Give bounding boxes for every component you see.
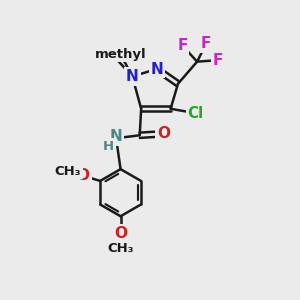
Text: methyl: methyl (95, 48, 146, 61)
Text: F: F (177, 38, 188, 53)
Text: O: O (77, 168, 90, 183)
Text: O: O (114, 226, 127, 241)
Text: H: H (103, 140, 114, 153)
Text: CH₃: CH₃ (55, 165, 81, 178)
Text: O: O (157, 126, 170, 141)
Text: N: N (126, 69, 139, 84)
Text: F: F (212, 53, 223, 68)
Text: F: F (201, 37, 211, 52)
Text: N: N (110, 129, 122, 144)
Text: N: N (150, 61, 163, 76)
Text: CH₃: CH₃ (107, 242, 134, 255)
Text: Cl: Cl (188, 106, 204, 121)
